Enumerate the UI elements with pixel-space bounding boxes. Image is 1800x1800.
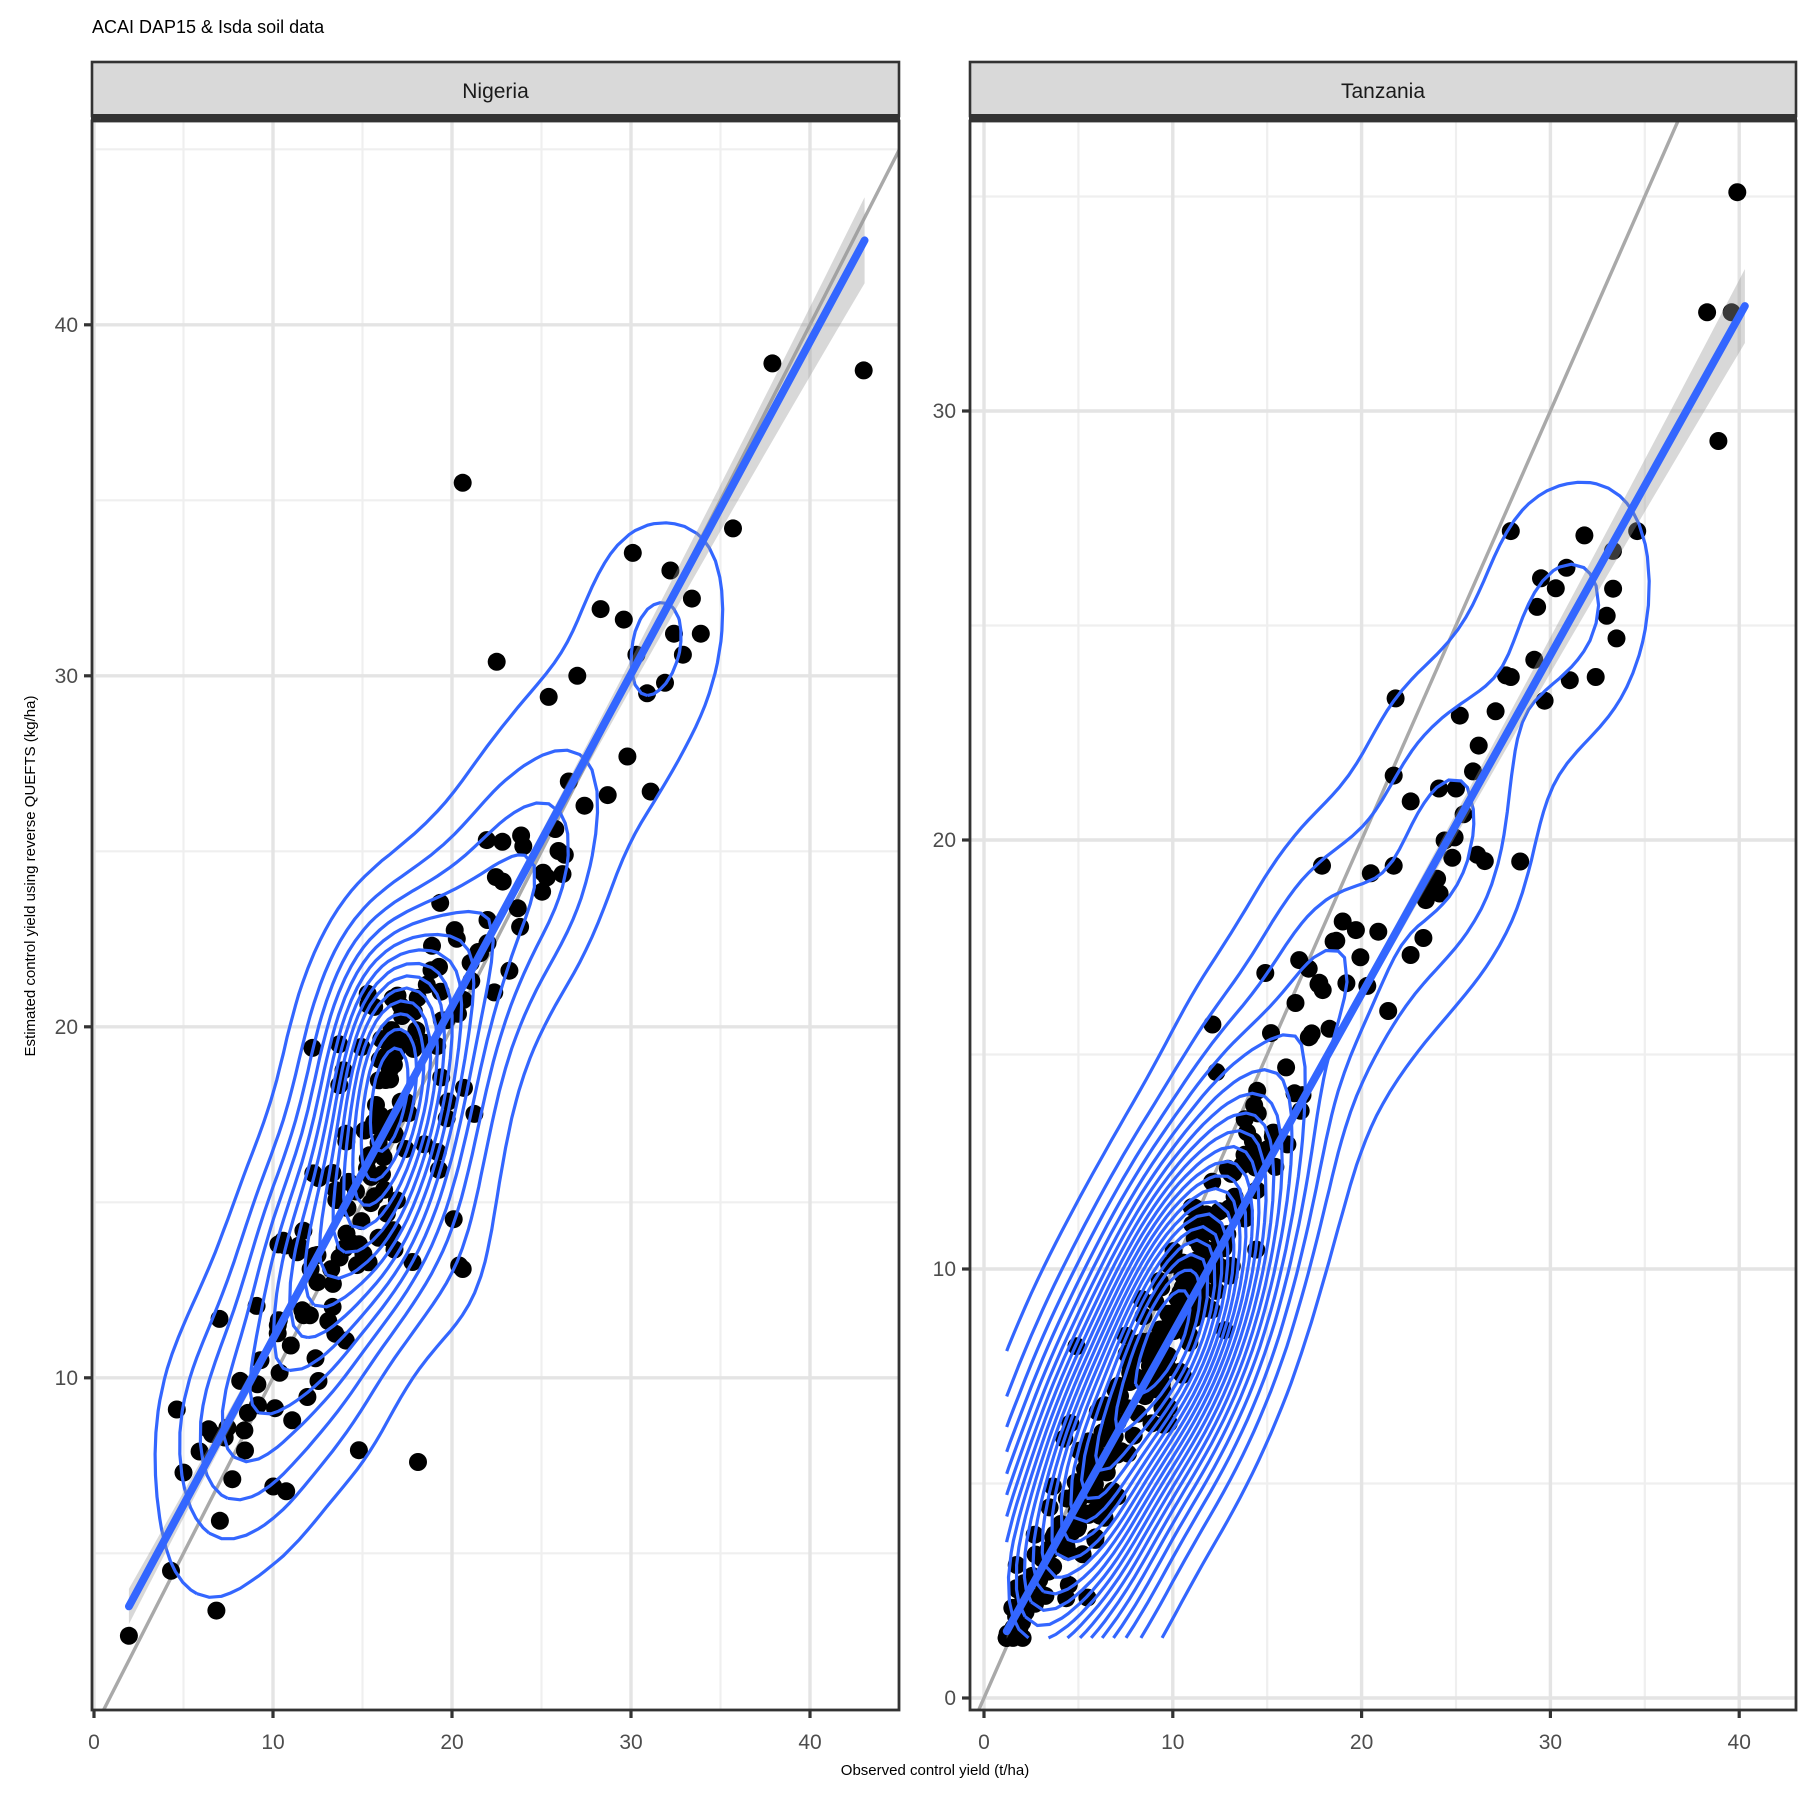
svg-text:Observed control yield (t/ha): Observed control yield (t/ha) <box>841 1762 1029 1779</box>
svg-text:40: 40 <box>1728 1731 1751 1754</box>
svg-text:10: 10 <box>55 1367 78 1390</box>
svg-text:Estimated control yield using: Estimated control yield using reverse QU… <box>22 696 39 1057</box>
svg-text:0: 0 <box>978 1731 990 1754</box>
svg-text:30: 30 <box>55 665 78 688</box>
svg-text:40: 40 <box>798 1731 821 1754</box>
svg-text:Tanzania: Tanzania <box>1341 80 1425 103</box>
svg-text:ACAI DAP15 & Isda soil data: ACAI DAP15 & Isda soil data <box>92 17 325 37</box>
svg-text:10: 10 <box>1161 1731 1184 1754</box>
svg-text:20: 20 <box>933 829 956 852</box>
svg-text:20: 20 <box>1350 1731 1373 1754</box>
svg-text:40: 40 <box>55 314 78 337</box>
svg-text:30: 30 <box>1539 1731 1562 1754</box>
svg-text:30: 30 <box>933 400 956 423</box>
svg-text:30: 30 <box>619 1731 642 1754</box>
svg-text:10: 10 <box>261 1731 284 1754</box>
svg-text:0: 0 <box>88 1731 100 1754</box>
svg-text:10: 10 <box>933 1258 956 1281</box>
svg-text:0: 0 <box>944 1687 956 1710</box>
svg-text:20: 20 <box>440 1731 463 1754</box>
svg-text:Nigeria: Nigeria <box>462 80 529 103</box>
svg-text:20: 20 <box>55 1016 78 1039</box>
